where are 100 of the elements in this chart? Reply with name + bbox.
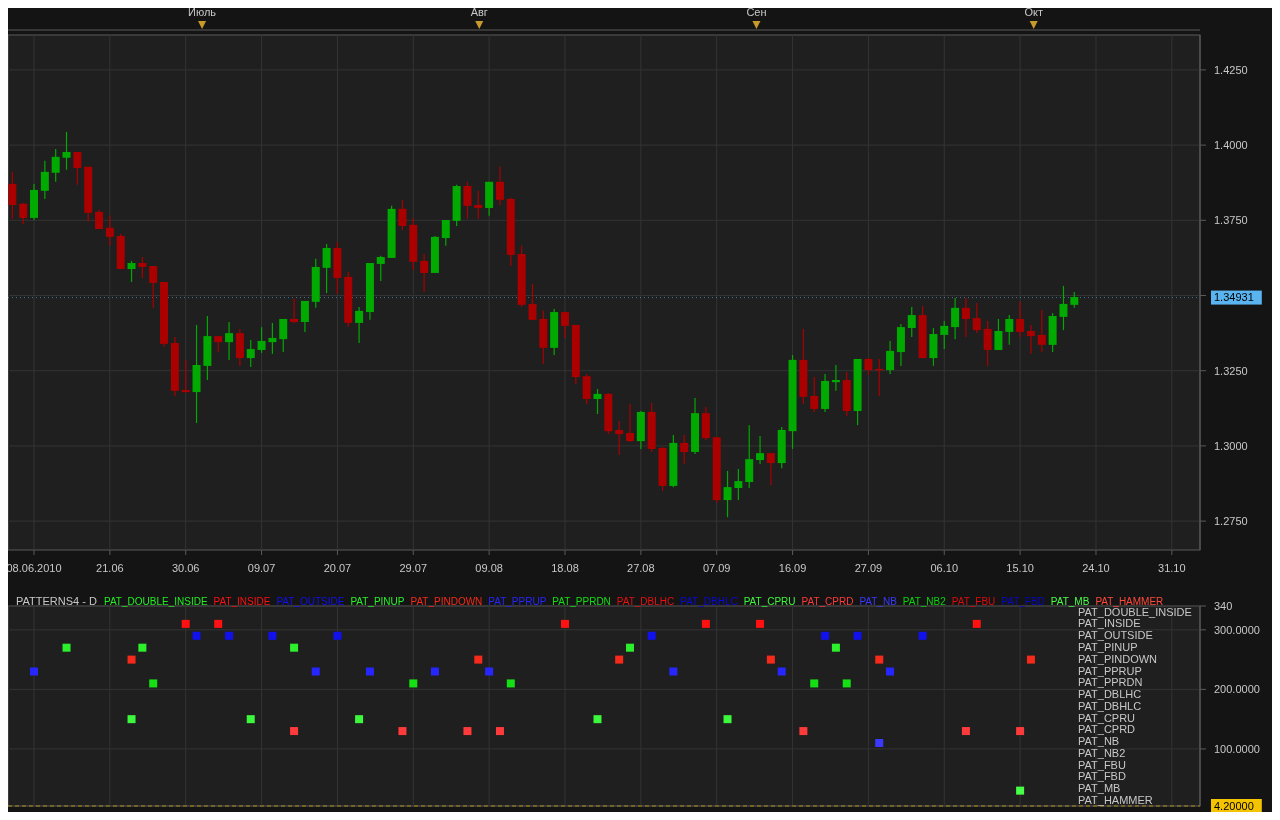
point [799, 727, 808, 736]
point [669, 667, 678, 676]
point [821, 631, 830, 640]
annotation: PAT_NB [1078, 735, 1120, 748]
x-tick-label: 24.10 [1082, 562, 1110, 574]
annotation: PAT_DBLHC [1078, 688, 1142, 701]
annotation: PAT_FBD [1078, 770, 1126, 783]
series-label: PAT_INSIDE [213, 596, 271, 607]
candlestick [994, 318, 1003, 351]
annotation: PAT_HAMMER [1078, 793, 1153, 806]
candlestick [626, 403, 635, 443]
candlestick [149, 265, 158, 309]
candlestick [810, 376, 819, 413]
y-tick-label: 1.4250 [1214, 63, 1248, 76]
point [290, 643, 299, 652]
x-tick-label: 15.10 [1006, 562, 1034, 574]
y-tick-label: 200.0000 [1214, 683, 1260, 696]
y-tick-label: 1.3250 [1214, 364, 1248, 377]
candlestick [225, 321, 234, 361]
candlestick [398, 199, 407, 231]
point [918, 631, 927, 640]
x-tick-label: 30.06 [171, 562, 200, 574]
candlestick [972, 302, 981, 334]
x-tick-label: 18.08 [551, 562, 579, 574]
candlestick [355, 306, 364, 344]
text: Сен [746, 6, 767, 18]
candlestick [560, 311, 569, 339]
candlestick [1059, 285, 1068, 331]
point [485, 667, 494, 676]
text: PAT_NB [859, 596, 898, 607]
legend-label: PAT_DOUBLE_INSIDE [104, 596, 208, 607]
candlestick [127, 260, 136, 283]
point [756, 619, 765, 628]
annotation: PAT_CPRU [1078, 711, 1136, 724]
candlestick [951, 297, 960, 340]
text: Июль [188, 6, 217, 18]
candlestick [723, 470, 732, 518]
candlestick [322, 243, 331, 294]
point [214, 619, 223, 628]
annotation: PAT_MB [1078, 782, 1121, 795]
text: PAT_PINUP [350, 596, 405, 607]
x-tick-label: 09.07 [247, 562, 276, 574]
candlestick [19, 202, 28, 225]
candlestick [528, 283, 537, 321]
point [593, 715, 602, 724]
candlestick [463, 181, 472, 220]
x-tick-label: 31.10 [1158, 562, 1186, 574]
candlestick [105, 215, 114, 247]
candlestick [51, 148, 60, 183]
point [506, 679, 515, 688]
point [626, 643, 635, 652]
point [961, 727, 970, 736]
candlestick [961, 297, 970, 338]
point [615, 655, 624, 664]
text: Авг [470, 6, 488, 18]
legend-label: PAT_DBLHC [616, 596, 675, 607]
point [333, 631, 342, 640]
chart-title: PATTERNS4 - D [16, 595, 97, 607]
point [181, 619, 190, 628]
candlestick [907, 306, 916, 338]
annotation: PAT_CPRD [1078, 723, 1136, 736]
point [246, 715, 255, 724]
point [225, 631, 234, 640]
point [463, 727, 472, 736]
point [875, 655, 884, 664]
legend-label: PAT_DBHLC [680, 596, 738, 607]
candlestick [300, 300, 309, 333]
annotation: PAT_PINDOWN [1078, 652, 1158, 665]
point [1016, 786, 1025, 795]
candlestick [181, 359, 190, 394]
point [560, 619, 569, 628]
annotation: PAT_DOUBLE_INSIDE [1078, 605, 1192, 618]
candlestick [983, 320, 992, 367]
point [398, 727, 407, 736]
candlestick [290, 298, 299, 324]
candlestick [756, 435, 765, 465]
point [192, 631, 201, 640]
point [268, 631, 277, 640]
candlestick [734, 468, 743, 501]
candlestick [886, 340, 895, 375]
candlestick [940, 320, 949, 350]
x-tick-label: 27.08 [627, 562, 655, 574]
x-tick-label: 07.09 [702, 562, 731, 574]
legend-label: PAT_FBU [951, 596, 996, 607]
candlestick [138, 256, 147, 279]
candlestick [1016, 301, 1025, 338]
legend-label: PAT_NB2 [902, 596, 947, 607]
y-tick-label: 100.0000 [1214, 742, 1260, 755]
text: Окт [1024, 6, 1043, 18]
candlestick [766, 452, 775, 486]
point [127, 715, 136, 724]
annotation: PAT_PPRDN [1078, 676, 1143, 689]
x-tick-label: 27.09 [854, 562, 883, 574]
annotation: PAT_PPRUP [1078, 664, 1142, 677]
y-tick-label: 1.2750 [1214, 514, 1248, 527]
candlestick [73, 151, 82, 186]
candlestick [1005, 314, 1014, 346]
point [430, 667, 439, 676]
point [647, 631, 656, 640]
text: PAT_OUTSIDE [276, 596, 345, 607]
